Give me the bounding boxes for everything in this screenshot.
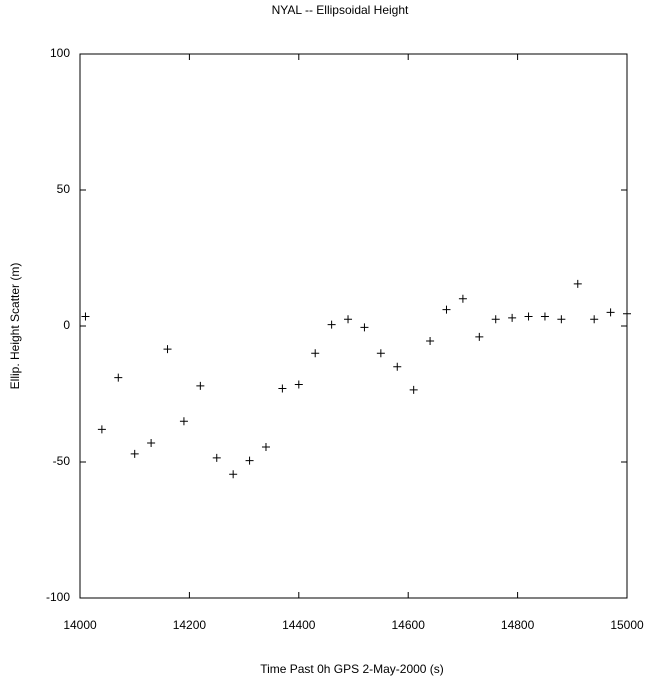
data-point — [179, 417, 188, 426]
data-point — [81, 312, 90, 321]
data-point — [245, 456, 254, 465]
data-point — [376, 349, 385, 358]
y-tick-label: 100 — [50, 46, 70, 60]
y-tick-label: -100 — [46, 590, 70, 604]
data-point — [311, 349, 320, 358]
chart-title: NYAL -- Ellipsoidal Height — [272, 3, 409, 17]
data-point — [261, 443, 270, 452]
data-point — [229, 470, 238, 479]
data-point — [458, 294, 467, 303]
y-tick-label: 50 — [57, 182, 71, 196]
y-tick-label: 0 — [63, 318, 70, 332]
data-point — [130, 449, 139, 458]
data-point — [475, 332, 484, 341]
data-point — [491, 315, 500, 324]
data-point — [623, 309, 631, 318]
data-point — [590, 315, 599, 324]
data-point — [212, 453, 221, 462]
data-point — [196, 381, 205, 390]
data-point — [573, 279, 582, 288]
data-point — [606, 308, 615, 317]
data-point — [327, 320, 336, 329]
x-tick-label: 14800 — [501, 618, 535, 632]
data-point — [114, 373, 123, 382]
data-point — [294, 380, 303, 389]
data-point — [557, 315, 566, 324]
data-point — [360, 323, 369, 332]
x-tick-label: 14200 — [173, 618, 207, 632]
x-axis-label: Time Past 0h GPS 2-May-2000 (s) — [260, 662, 444, 676]
data-point — [508, 313, 517, 322]
x-tick-label: 14600 — [392, 618, 426, 632]
data-point — [344, 315, 353, 324]
data-point — [163, 345, 172, 354]
x-tick-label: 14000 — [63, 618, 97, 632]
y-axis-label: Ellip. Height Scatter (m) — [8, 263, 22, 390]
data-point — [442, 305, 451, 314]
data-point — [409, 385, 418, 394]
y-tick-label: -50 — [53, 454, 71, 468]
x-tick-label: 14400 — [282, 618, 316, 632]
data-point — [393, 362, 402, 371]
x-tick-label: 15000 — [610, 618, 644, 632]
data-point — [426, 336, 435, 345]
data-point — [278, 384, 287, 393]
plot-frame — [79, 53, 628, 599]
data-point — [524, 312, 533, 321]
data-point — [540, 312, 549, 321]
data-point — [147, 438, 156, 447]
data-point — [97, 425, 106, 434]
